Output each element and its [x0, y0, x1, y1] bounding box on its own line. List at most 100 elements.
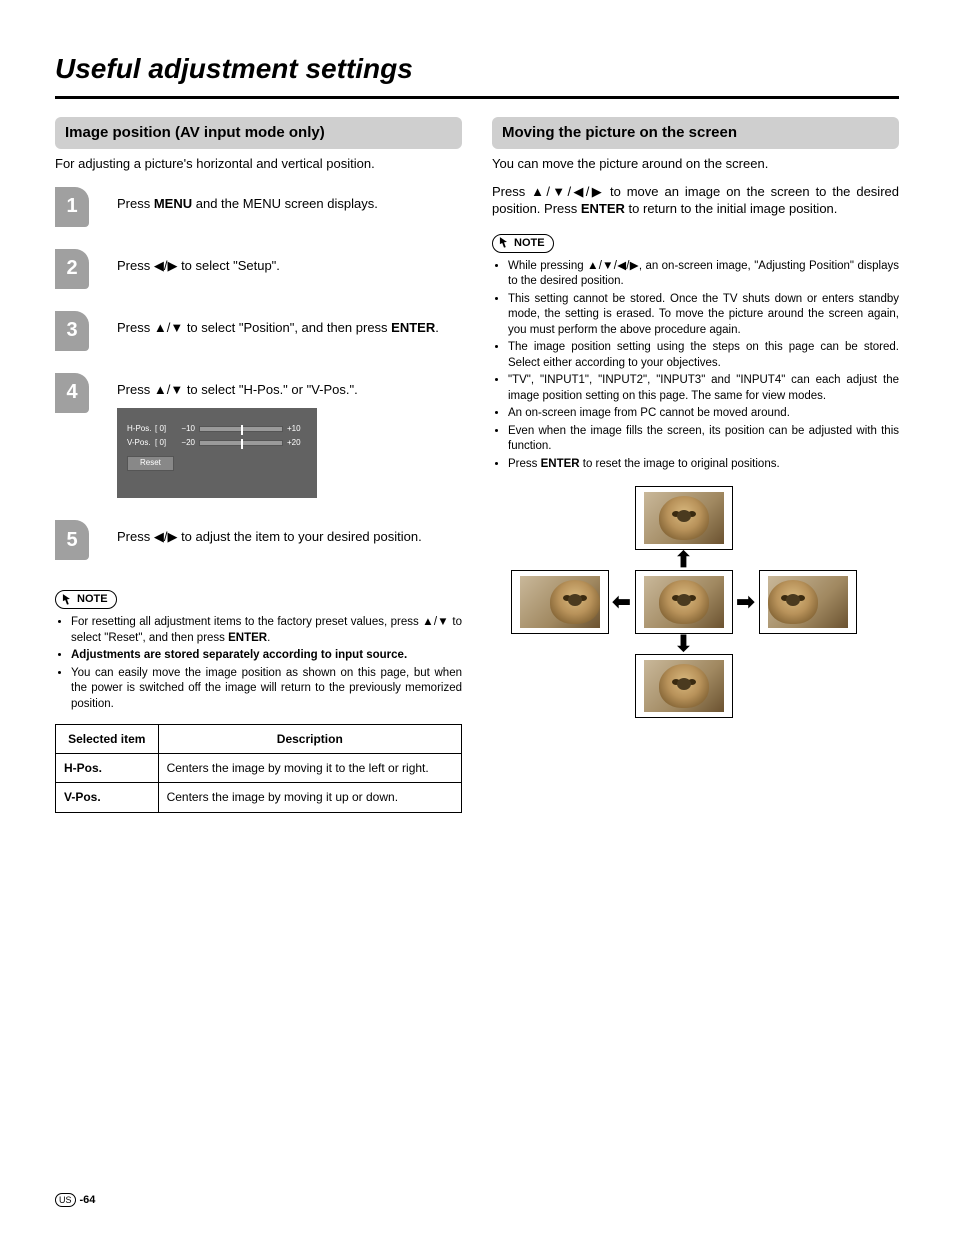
step-number: 4: [55, 373, 89, 413]
text: to select "H-Pos." or "V-Pos.".: [183, 382, 358, 397]
step-3: 3 Press ▲/▼ to select "Position", and th…: [55, 311, 462, 351]
slider-bar: [199, 426, 283, 432]
left-right-arrows-icon: ◀/▶: [154, 258, 178, 273]
left-arrow-icon: ⬅: [612, 587, 630, 617]
row-min: −10: [175, 424, 195, 435]
region-badge: US: [55, 1193, 76, 1207]
step-1: 1 Press MENU and the MENU screen display…: [55, 187, 462, 227]
bold-note: Adjustments are stored separately accord…: [71, 649, 407, 661]
pointer-icon: [60, 593, 74, 607]
tv-bottom: [635, 654, 733, 718]
enter-bold: ENTER: [581, 201, 625, 216]
hpos-row: H-Pos. [ 0] −10 +10: [127, 422, 307, 436]
note-item: While pressing ▲/▼/◀/▶, an on-screen ima…: [508, 259, 899, 290]
row-label: V-Pos.: [127, 438, 155, 449]
text: to reset the image to original positions…: [580, 458, 780, 470]
table-header: Selected item: [56, 725, 159, 754]
right-column: Moving the picture on the screen You can…: [492, 117, 899, 813]
page-number: -64: [80, 1193, 96, 1208]
text: to return to the initial image position.: [625, 201, 837, 216]
table-cell: H-Pos.: [56, 754, 159, 783]
note-label: NOTE: [77, 592, 108, 607]
tv-top: [635, 486, 733, 550]
left-section-header: Image position (AV input mode only): [55, 117, 462, 149]
note-item: An on-screen image from PC cannot be mov…: [508, 406, 899, 422]
step-text: Press ◀/▶ to select "Setup".: [117, 249, 462, 275]
note-item: Press ENTER to reset the image to origin…: [508, 457, 899, 473]
lion-image-icon: [768, 580, 818, 624]
step-4: 4 Press ▲/▼ to select "H-Pos." or "V-Pos…: [55, 373, 462, 499]
note-item: You can easily move the image position a…: [71, 666, 462, 713]
tv-left: [511, 570, 609, 634]
right-paragraph: Press ▲/▼/◀/▶ to move an image on the sc…: [492, 183, 899, 218]
note-item: For resetting all adjustment items to th…: [71, 615, 462, 646]
text: For resetting all adjustment items to th…: [71, 616, 422, 628]
row-value: [ 0]: [155, 438, 175, 449]
up-down-arrows-icon: ▲/▼: [422, 616, 449, 628]
note-item: Adjustments are stored separately accord…: [71, 648, 462, 664]
text: Press: [508, 458, 541, 470]
table-header: Description: [158, 725, 461, 754]
left-intro: For adjusting a picture's horizontal and…: [55, 155, 462, 173]
right-notes-list: While pressing ▲/▼/◀/▶, an on-screen ima…: [492, 259, 899, 473]
table-row: V-Pos. Centers the image by moving it up…: [56, 783, 462, 812]
right-intro: You can move the picture around on the s…: [492, 155, 899, 173]
text: .: [435, 320, 439, 335]
right-section-header: Moving the picture on the screen: [492, 117, 899, 149]
table-row: H-Pos. Centers the image by moving it to…: [56, 754, 462, 783]
tv-center: [635, 570, 733, 634]
text: to select "Setup".: [177, 258, 279, 273]
step-text: Press ▲/▼ to select "H-Pos." or "V-Pos."…: [117, 373, 462, 499]
note-item: The image position setting using the ste…: [508, 340, 899, 371]
enter-bold: ENTER: [391, 320, 435, 335]
row-min: −20: [175, 438, 195, 449]
menu-bold: MENU: [154, 196, 192, 211]
text: While pressing: [508, 260, 587, 272]
up-down-arrows-icon: ▲/▼: [154, 382, 183, 397]
page-title: Useful adjustment settings: [55, 50, 899, 88]
note-badge: NOTE: [492, 234, 554, 253]
row-label: H-Pos.: [127, 424, 155, 435]
left-right-arrows-icon: ◀/▶: [154, 529, 178, 544]
lion-image-icon: [659, 580, 709, 624]
lion-image-icon: [659, 496, 709, 540]
text: to adjust the item to your desired posit…: [177, 529, 421, 544]
step-2: 2 Press ◀/▶ to select "Setup".: [55, 249, 462, 289]
step-5: 5 Press ◀/▶ to adjust the item to your d…: [55, 520, 462, 560]
text: to select "Position", and then press: [183, 320, 391, 335]
position-osd-panel: H-Pos. [ 0] −10 +10 V-Pos. [ 0] −20 +20 …: [117, 408, 317, 498]
step-text: Press ◀/▶ to adjust the item to your des…: [117, 520, 462, 546]
step-number: 3: [55, 311, 89, 351]
row-max: +20: [287, 438, 307, 449]
text: .: [267, 632, 270, 644]
up-down-arrows-icon: ▲/▼: [154, 320, 183, 335]
text: Press: [117, 320, 154, 335]
text: Press: [117, 529, 154, 544]
description-table: Selected item Description H-Pos. Centers…: [55, 724, 462, 813]
slider-bar: [199, 440, 283, 446]
vpos-row: V-Pos. [ 0] −20 +20: [127, 436, 307, 450]
note-item: "TV", "INPUT1", "INPUT2", "INPUT3" and "…: [508, 373, 899, 404]
left-notes-list: For resetting all adjustment items to th…: [55, 615, 462, 712]
table-cell: Centers the image by moving it to the le…: [158, 754, 461, 783]
text: Press: [492, 184, 531, 199]
table-cell: Centers the image by moving it up or dow…: [158, 783, 461, 812]
title-divider: [55, 96, 899, 99]
step-number: 2: [55, 249, 89, 289]
note-label: NOTE: [514, 236, 545, 251]
text: Press: [117, 382, 154, 397]
all-arrows-icon: ▲/▼/◀/▶: [531, 184, 604, 199]
text: Press: [117, 196, 154, 211]
step-number: 5: [55, 520, 89, 560]
pointer-icon: [497, 236, 511, 250]
all-arrows-icon: ▲/▼/◀/▶: [587, 260, 639, 272]
screen-position-diagram: ⬆ ⬅ ➡ ⬇: [510, 486, 882, 718]
lion-image-icon: [659, 664, 709, 708]
step-text: Press ▲/▼ to select "Position", and then…: [117, 311, 462, 337]
lion-image-icon: [550, 580, 600, 624]
enter-bold: ENTER: [228, 632, 267, 644]
text: and the MENU screen displays.: [192, 196, 378, 211]
row-max: +10: [287, 424, 307, 435]
note-item: Even when the image fills the screen, it…: [508, 424, 899, 455]
step-text: Press MENU and the MENU screen displays.: [117, 187, 462, 213]
